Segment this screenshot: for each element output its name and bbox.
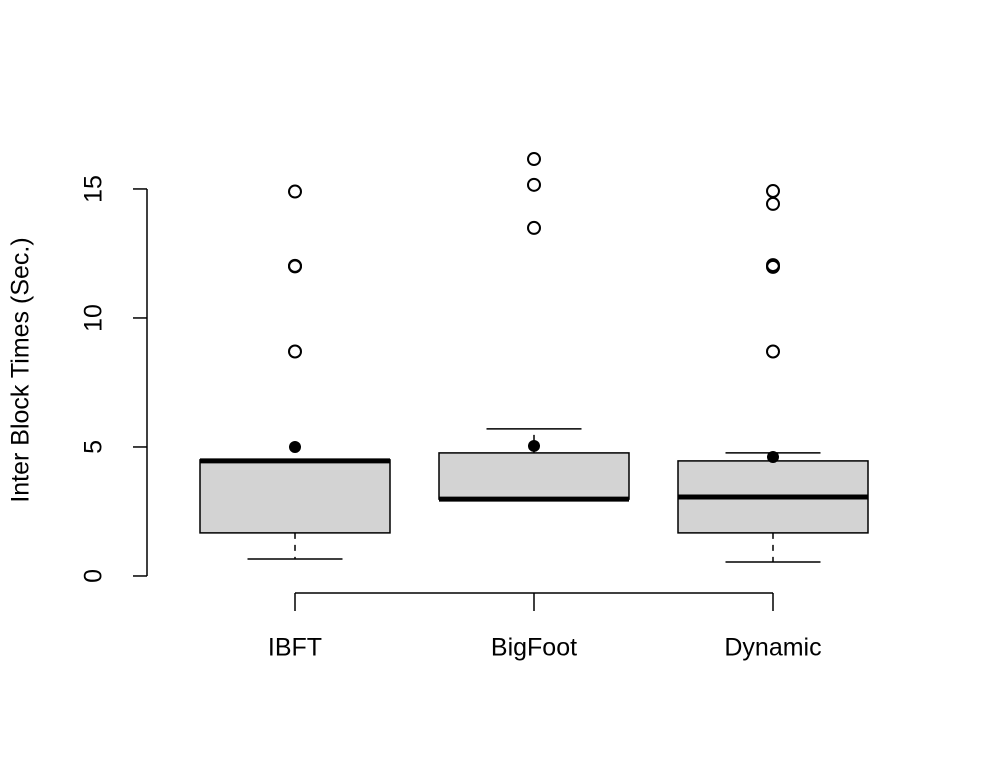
outlier (766, 184, 780, 199)
x-tick-label: Dynamic (724, 634, 821, 662)
mean-point (289, 440, 301, 453)
y-tick-label: 15 (80, 175, 108, 203)
outlier (766, 196, 780, 211)
y-tick-label: 0 (80, 569, 108, 583)
mean-point (767, 451, 779, 464)
outlier (527, 177, 541, 192)
outlier (527, 220, 541, 235)
outlier (766, 258, 780, 273)
outlier (288, 258, 302, 273)
box (199, 459, 391, 534)
outlier (766, 344, 780, 359)
x-tick-label: IBFT (268, 634, 322, 662)
outlier (288, 344, 302, 359)
outlier (288, 184, 302, 199)
box (438, 452, 630, 500)
x-tick-label: BigFoot (491, 634, 577, 662)
outlier (527, 152, 541, 167)
y-tick-label: 5 (80, 440, 108, 454)
mean-point (528, 439, 540, 452)
y-tick-label: 10 (80, 304, 108, 332)
y-axis-label: Inter Block Times (Sec.) (7, 237, 35, 502)
